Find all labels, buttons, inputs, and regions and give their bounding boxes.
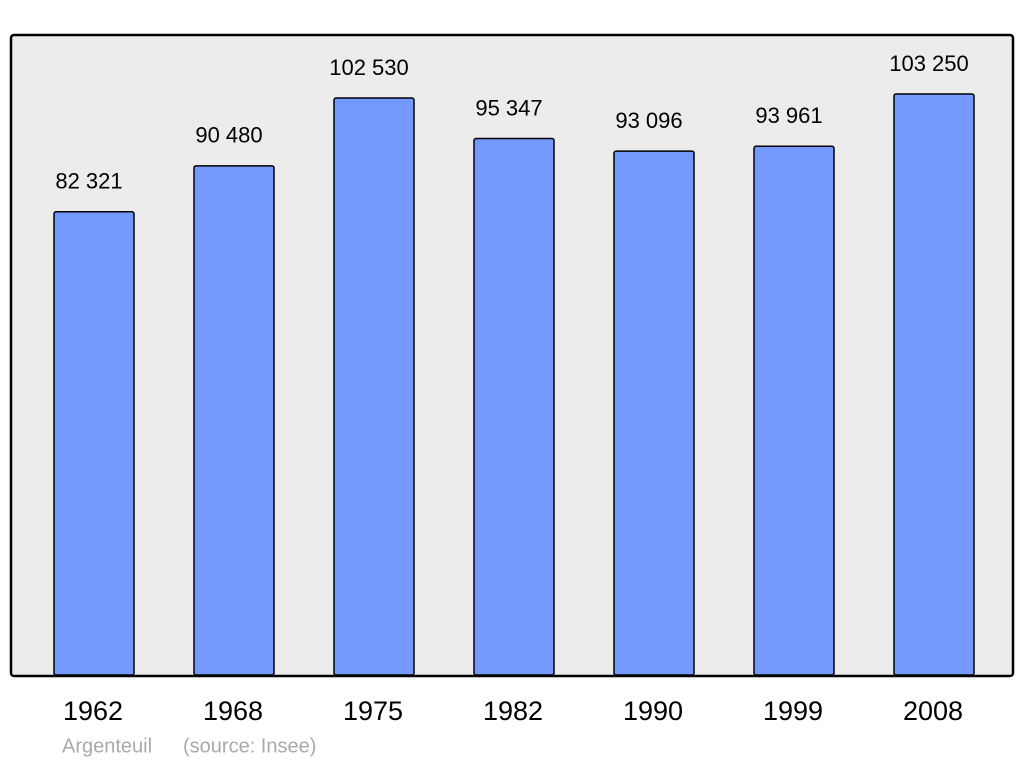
bar — [473, 137, 555, 676]
x-tick-label: 1975 — [343, 696, 403, 726]
value-label: 93 096 — [615, 108, 682, 133]
value-label: 90 480 — [195, 123, 262, 148]
bar — [333, 97, 415, 676]
value-label: 102 530 — [329, 55, 409, 80]
value-label: 95 347 — [475, 95, 542, 120]
x-tick-label: 1990 — [623, 696, 683, 726]
bar — [753, 145, 835, 676]
x-tick-label: 1968 — [203, 696, 263, 726]
x-tick-label: 2008 — [903, 696, 963, 726]
x-tick-label: 1999 — [763, 696, 823, 726]
x-tick-label: 1982 — [483, 696, 543, 726]
bar — [193, 165, 275, 676]
source-label: (source: Insee) — [183, 735, 316, 757]
place-label: Argenteuil — [62, 735, 152, 757]
bar — [613, 150, 695, 676]
bar — [893, 93, 975, 676]
value-label: 82 321 — [55, 169, 122, 194]
bar — [53, 211, 135, 676]
value-label: 93 961 — [755, 103, 822, 128]
x-tick-label: 1962 — [63, 696, 123, 726]
value-label: 103 250 — [889, 51, 969, 76]
